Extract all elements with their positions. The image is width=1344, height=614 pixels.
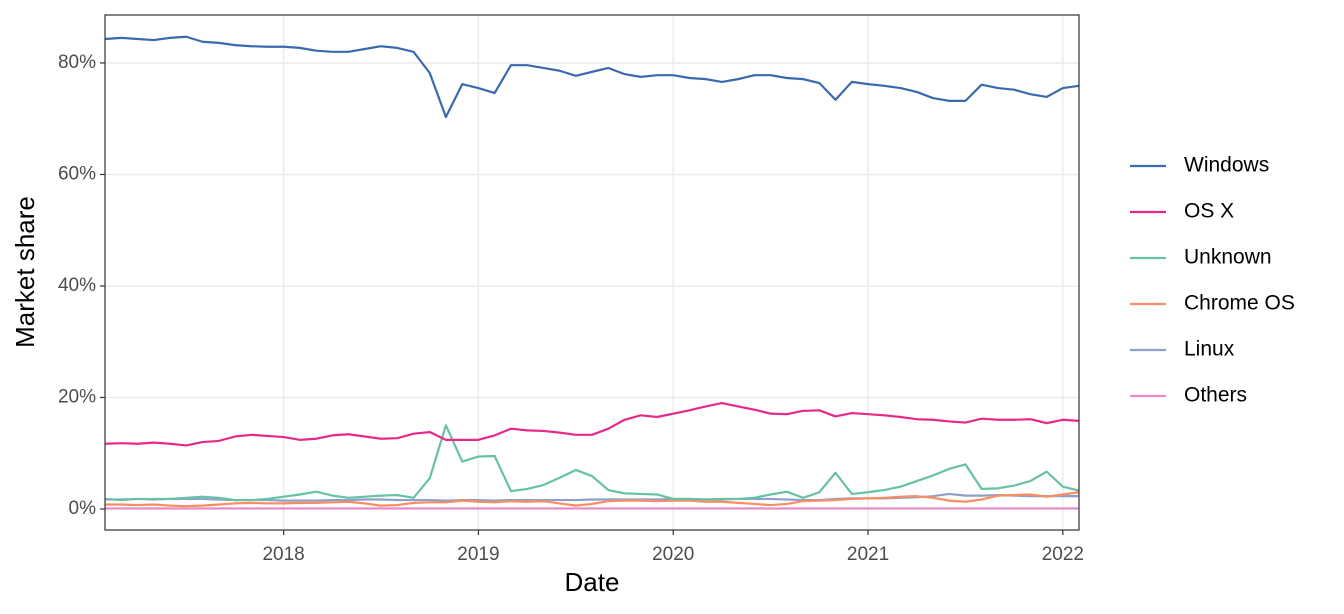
y-tick-label: 80% — [58, 52, 96, 73]
plot-border — [104, 14, 1080, 531]
x-tick-label: 2018 — [262, 544, 304, 565]
series-line — [104, 401, 1080, 447]
legend-label: OS X — [1184, 200, 1234, 223]
x-tick-label: 2019 — [457, 544, 499, 565]
series-line — [105, 492, 1079, 502]
legend-label: Unknown — [1184, 246, 1272, 269]
legend-label: Windows — [1184, 154, 1269, 177]
legend-label: Chrome OS — [1184, 292, 1295, 315]
x-axis-title: Date — [565, 567, 620, 597]
legend-label: Linux — [1184, 338, 1235, 361]
x-tick-label: 2022 — [1042, 544, 1084, 565]
y-tick-label: 20% — [58, 386, 96, 407]
y-tick-label: 40% — [58, 275, 96, 296]
y-axis-title: Market share — [10, 196, 40, 348]
series-line — [105, 491, 1080, 508]
series-line — [104, 424, 1080, 502]
series-line — [104, 35, 1080, 119]
x-tick-label: 2021 — [847, 544, 889, 565]
legend-label: Others — [1184, 384, 1247, 407]
y-tick-label: 60% — [58, 163, 96, 184]
y-tick-label: 0% — [69, 498, 97, 519]
x-tick-label: 2020 — [652, 544, 694, 565]
